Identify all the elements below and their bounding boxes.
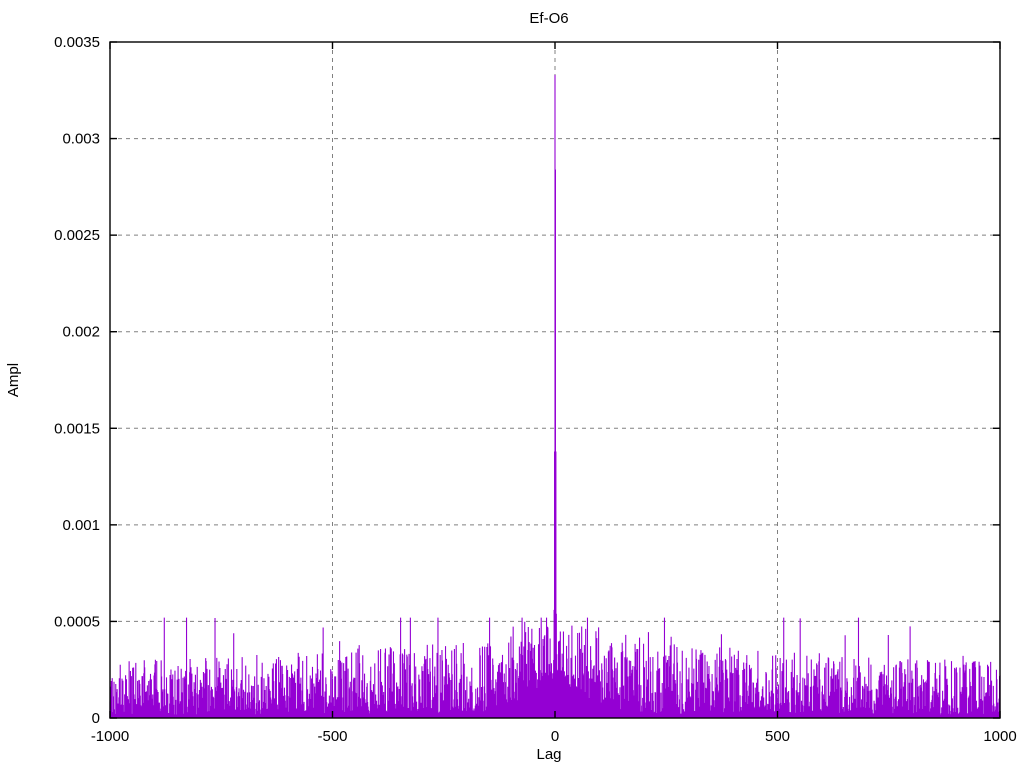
x-tick-label: -1000 — [91, 728, 129, 745]
axes-layer: 0 0.0005 0.001 0.0015 0.002 0.0025 0.003 0.0035… — [54, 34, 1017, 745]
y-axis-title: Ampl — [5, 363, 22, 397]
data-series-ampl — [109, 74, 1001, 719]
y-tick-label: 0.0035 — [54, 34, 100, 51]
y-tick-label: 0.0015 — [54, 420, 100, 437]
x-axis-title: Lag — [536, 746, 561, 763]
y-tick-label: 0.002 — [62, 324, 100, 341]
chart-title: Ef-O6 — [529, 10, 568, 27]
x-tick-label: -500 — [317, 728, 347, 745]
y-tick-label: 0.0005 — [54, 613, 100, 630]
x-tick-label: 500 — [765, 728, 790, 745]
y-tick-label: 0.0025 — [54, 227, 100, 244]
y-tick-label: 0 — [92, 710, 100, 727]
x-tick-label: 1000 — [983, 728, 1016, 745]
series-layer — [109, 74, 1001, 719]
x-tick-label: 0 — [551, 728, 559, 745]
labels-layer: Ef-O6 Lag Ampl — [5, 10, 569, 763]
y-tick-label: 0.003 — [62, 131, 100, 148]
y-tick-label: 0.001 — [62, 517, 100, 534]
